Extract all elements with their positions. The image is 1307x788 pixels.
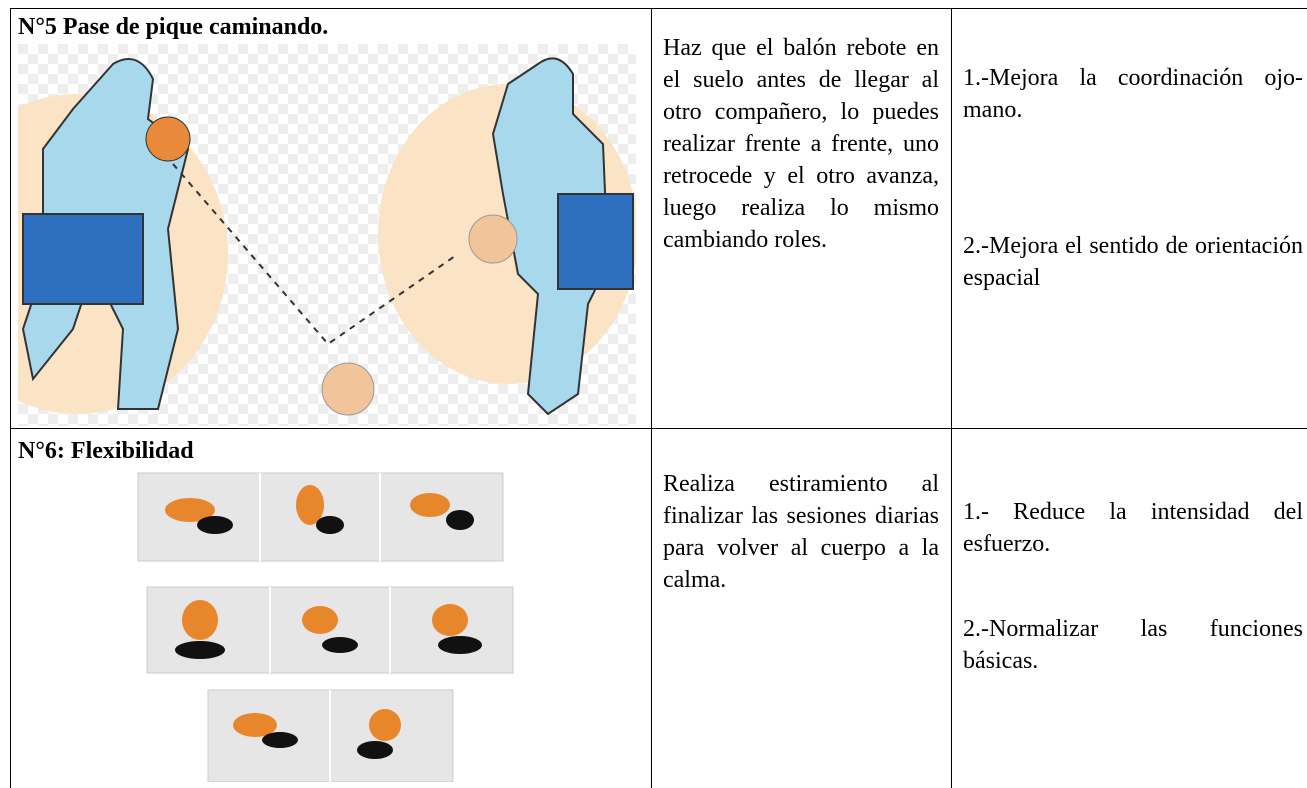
exercise-title: N°5 Pase de pique caminando. [18, 14, 329, 40]
cell [951, 8, 1307, 429]
description: Realiza estiramiento al finalizar las se… [663, 471, 939, 593]
benefit: 2.-Normalizar las funciones básicas. [963, 616, 1303, 674]
cell [651, 428, 952, 788]
cell [651, 8, 952, 429]
benefit: 1.- Reduce la intensidad del esfuerzo. [963, 499, 1303, 557]
benefit: 2.-Mejora el sentido de orientación espa… [963, 233, 1303, 291]
illustration [18, 44, 636, 426]
description: Haz que el balón rebote en el suelo ante… [663, 35, 939, 253]
cell [10, 8, 652, 429]
exercise-title: N°6: Flexibilidad [18, 438, 194, 464]
cell [951, 428, 1307, 788]
benefit: 1.-Mejora la coordinación ojo-mano. [963, 65, 1303, 123]
cell [10, 428, 652, 788]
illustration [137, 472, 514, 782]
